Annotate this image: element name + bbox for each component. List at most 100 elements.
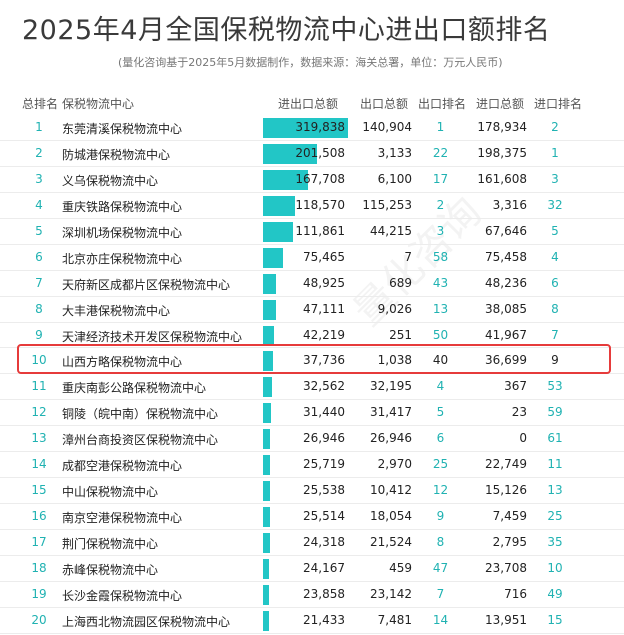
total-bar xyxy=(263,507,270,528)
table-row: 12 铜陵（皖中南）保税物流中心 31,440 31,417 5 23 59 xyxy=(0,400,624,427)
import-rank-cell: 61 xyxy=(547,431,563,446)
center-name-cell: 东莞清溪保税物流中心 xyxy=(62,122,183,136)
import-rank-cell: 4 xyxy=(551,249,559,264)
import-export-total-cell: 47,111 xyxy=(303,301,345,316)
rank-cell: 1 xyxy=(35,120,43,134)
import-rank-cell: 49 xyxy=(547,586,563,601)
total-bar xyxy=(263,403,272,424)
center-name-cell: 重庆铁路保税物流中心 xyxy=(62,199,183,214)
center-name-cell: 义乌保税物流中心 xyxy=(62,173,159,188)
center-name-cell: 天府新区成都片区保税物流中心 xyxy=(62,277,231,292)
table-row: 8 大丰港保税物流中心 47,111 9,026 13 38,085 8 xyxy=(0,297,624,323)
import-total-cell: 22,749 xyxy=(485,457,527,472)
import-total-cell: 38,085 xyxy=(485,301,527,316)
rank-cell: 19 xyxy=(31,586,47,601)
rank-cell: 13 xyxy=(31,431,47,446)
export-total-cell: 26,946 xyxy=(370,431,412,446)
header-total-rank: 总排名 xyxy=(22,97,59,111)
table-row: 19 长沙金霞保税物流中心 23,858 23,142 7 716 49 xyxy=(0,582,624,608)
import-rank-cell: 25 xyxy=(547,509,563,524)
total-bar xyxy=(263,455,270,476)
total-bar xyxy=(263,351,273,372)
import-export-total-cell: 111,861 xyxy=(295,223,345,238)
import-total-cell: 13,951 xyxy=(485,612,527,627)
total-bar xyxy=(263,143,317,164)
total-bar xyxy=(263,429,271,450)
table-row: 13 漳州台商投资区保税物流中心 26,946 26,946 6 0 61 xyxy=(0,426,624,453)
table-row: 3 义乌保税物流中心 167,708 6,100 17 161,608 3 xyxy=(0,167,624,193)
import-export-total-cell: 201,508 xyxy=(295,145,345,160)
import-rank-cell: 9 xyxy=(551,353,559,368)
table-row: 1 东莞清溪保税物流中心 319,838 140,904 1 178,934 2 xyxy=(0,115,624,141)
import-total-cell: 7,459 xyxy=(492,509,527,524)
table-row: 6 北京亦庄保税物流中心 75,465 7 58 75,458 4 xyxy=(0,245,624,271)
export-total-cell: 251 xyxy=(389,327,412,342)
rank-cell: 9 xyxy=(35,327,43,342)
rank-cell: 8 xyxy=(35,301,43,316)
import-export-total-cell: 24,318 xyxy=(303,535,345,549)
total-bar xyxy=(263,377,272,398)
center-name-cell: 长沙金霞保税物流中心 xyxy=(62,588,183,603)
center-name-cell: 赤峰保税物流中心 xyxy=(62,562,159,577)
import-rank-cell: 8 xyxy=(551,301,559,316)
header-import-rank: 进口排名 xyxy=(534,97,583,111)
center-name-cell: 防城港保税物流中心 xyxy=(62,147,171,162)
rank-cell: 3 xyxy=(35,171,43,186)
export-total-cell: 6,100 xyxy=(377,171,412,186)
rank-cell: 16 xyxy=(31,509,47,524)
import-export-total-cell: 319,838 xyxy=(295,120,345,134)
import-export-total-cell: 48,925 xyxy=(303,275,345,290)
import-total-cell: 48,236 xyxy=(485,275,527,290)
import-total-cell: 161,608 xyxy=(477,171,527,186)
export-rank-cell: 17 xyxy=(432,171,449,186)
total-bar xyxy=(263,325,275,346)
import-rank-cell: 13 xyxy=(547,483,563,498)
export-total-cell: 3,133 xyxy=(377,145,412,160)
import-rank-cell: 5 xyxy=(551,223,559,238)
import-export-total-cell: 37,736 xyxy=(303,353,345,368)
import-rank-cell: 1 xyxy=(551,145,559,160)
export-rank-cell: 50 xyxy=(432,327,449,342)
import-total-cell: 75,458 xyxy=(485,249,527,264)
export-rank-cell: 6 xyxy=(436,431,445,446)
export-total-cell: 21,524 xyxy=(370,535,412,549)
header-export: 出口总额 xyxy=(360,97,409,111)
import-export-total-cell: 25,719 xyxy=(303,457,345,472)
import-rank-cell: 35 xyxy=(547,535,563,549)
import-rank-cell: 3 xyxy=(551,171,559,186)
import-export-total-cell: 42,219 xyxy=(303,327,345,342)
import-rank-cell: 32 xyxy=(547,197,563,212)
total-bar xyxy=(263,533,270,553)
export-rank-cell: 9 xyxy=(436,509,445,524)
export-total-cell: 23,142 xyxy=(370,586,412,601)
rank-cell: 18 xyxy=(31,560,47,575)
total-bar xyxy=(263,118,348,138)
import-rank-cell: 59 xyxy=(547,405,563,420)
import-export-total-cell: 23,858 xyxy=(303,586,345,601)
header-export-rank: 出口排名 xyxy=(418,97,467,111)
rank-cell: 17 xyxy=(31,535,47,549)
import-total-cell: 178,934 xyxy=(477,120,527,134)
export-total-cell: 140,904 xyxy=(362,120,412,134)
export-total-cell: 10,412 xyxy=(370,483,412,498)
table-row: 18 赤峰保税物流中心 24,167 459 47 23,708 10 xyxy=(0,556,624,582)
export-rank-cell: 14 xyxy=(432,612,449,627)
export-total-cell: 7,481 xyxy=(377,612,412,627)
import-total-cell: 367 xyxy=(504,379,527,394)
import-export-total-cell: 21,433 xyxy=(303,612,345,627)
center-name-cell: 深圳机场保税物流中心 xyxy=(62,225,183,240)
table-row: 15 中山保税物流中心 25,538 10,412 12 15,126 13 xyxy=(0,478,624,505)
import-rank-cell: 11 xyxy=(547,457,563,472)
import-total-cell: 2,795 xyxy=(492,535,527,549)
rank-cell: 4 xyxy=(35,197,43,212)
export-total-cell: 18,054 xyxy=(370,509,412,524)
import-export-total-cell: 26,946 xyxy=(303,431,345,446)
import-total-cell: 716 xyxy=(504,586,527,601)
rank-cell: 11 xyxy=(31,379,47,394)
export-total-cell: 459 xyxy=(389,560,412,575)
export-rank-cell: 7 xyxy=(436,586,445,601)
export-total-cell: 9,026 xyxy=(377,301,412,316)
rank-cell: 10 xyxy=(31,353,47,368)
center-name-cell: 大丰港保税物流中心 xyxy=(62,303,171,318)
